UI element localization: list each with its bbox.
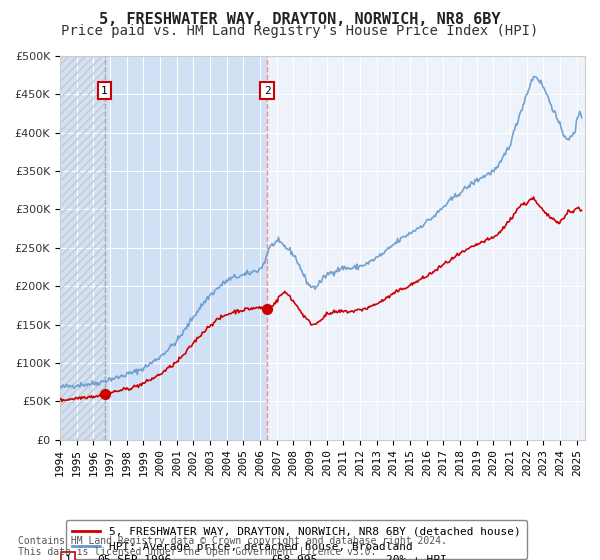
Legend: 5, FRESHWATER WAY, DRAYTON, NORWICH, NR8 6BY (detached house), HPI: Average pric: 5, FRESHWATER WAY, DRAYTON, NORWICH, NR8… bbox=[65, 520, 527, 559]
Text: Contains HM Land Registry data © Crown copyright and database right 2024.
This d: Contains HM Land Registry data © Crown c… bbox=[18, 535, 447, 557]
Text: 1: 1 bbox=[65, 556, 71, 560]
Text: 1: 1 bbox=[101, 86, 108, 96]
Bar bbox=[60, 56, 104, 440]
Text: 5, FRESHWATER WAY, DRAYTON, NORWICH, NR8 6BY: 5, FRESHWATER WAY, DRAYTON, NORWICH, NR8… bbox=[99, 12, 501, 27]
Text: £58,995: £58,995 bbox=[270, 556, 317, 560]
Text: 05-SEP-1996: 05-SEP-1996 bbox=[97, 556, 171, 560]
Bar bbox=[60, 56, 267, 440]
Text: 2: 2 bbox=[264, 86, 271, 96]
Text: 20% ↓ HPI: 20% ↓ HPI bbox=[386, 556, 446, 560]
Text: Price paid vs. HM Land Registry's House Price Index (HPI): Price paid vs. HM Land Registry's House … bbox=[61, 24, 539, 38]
